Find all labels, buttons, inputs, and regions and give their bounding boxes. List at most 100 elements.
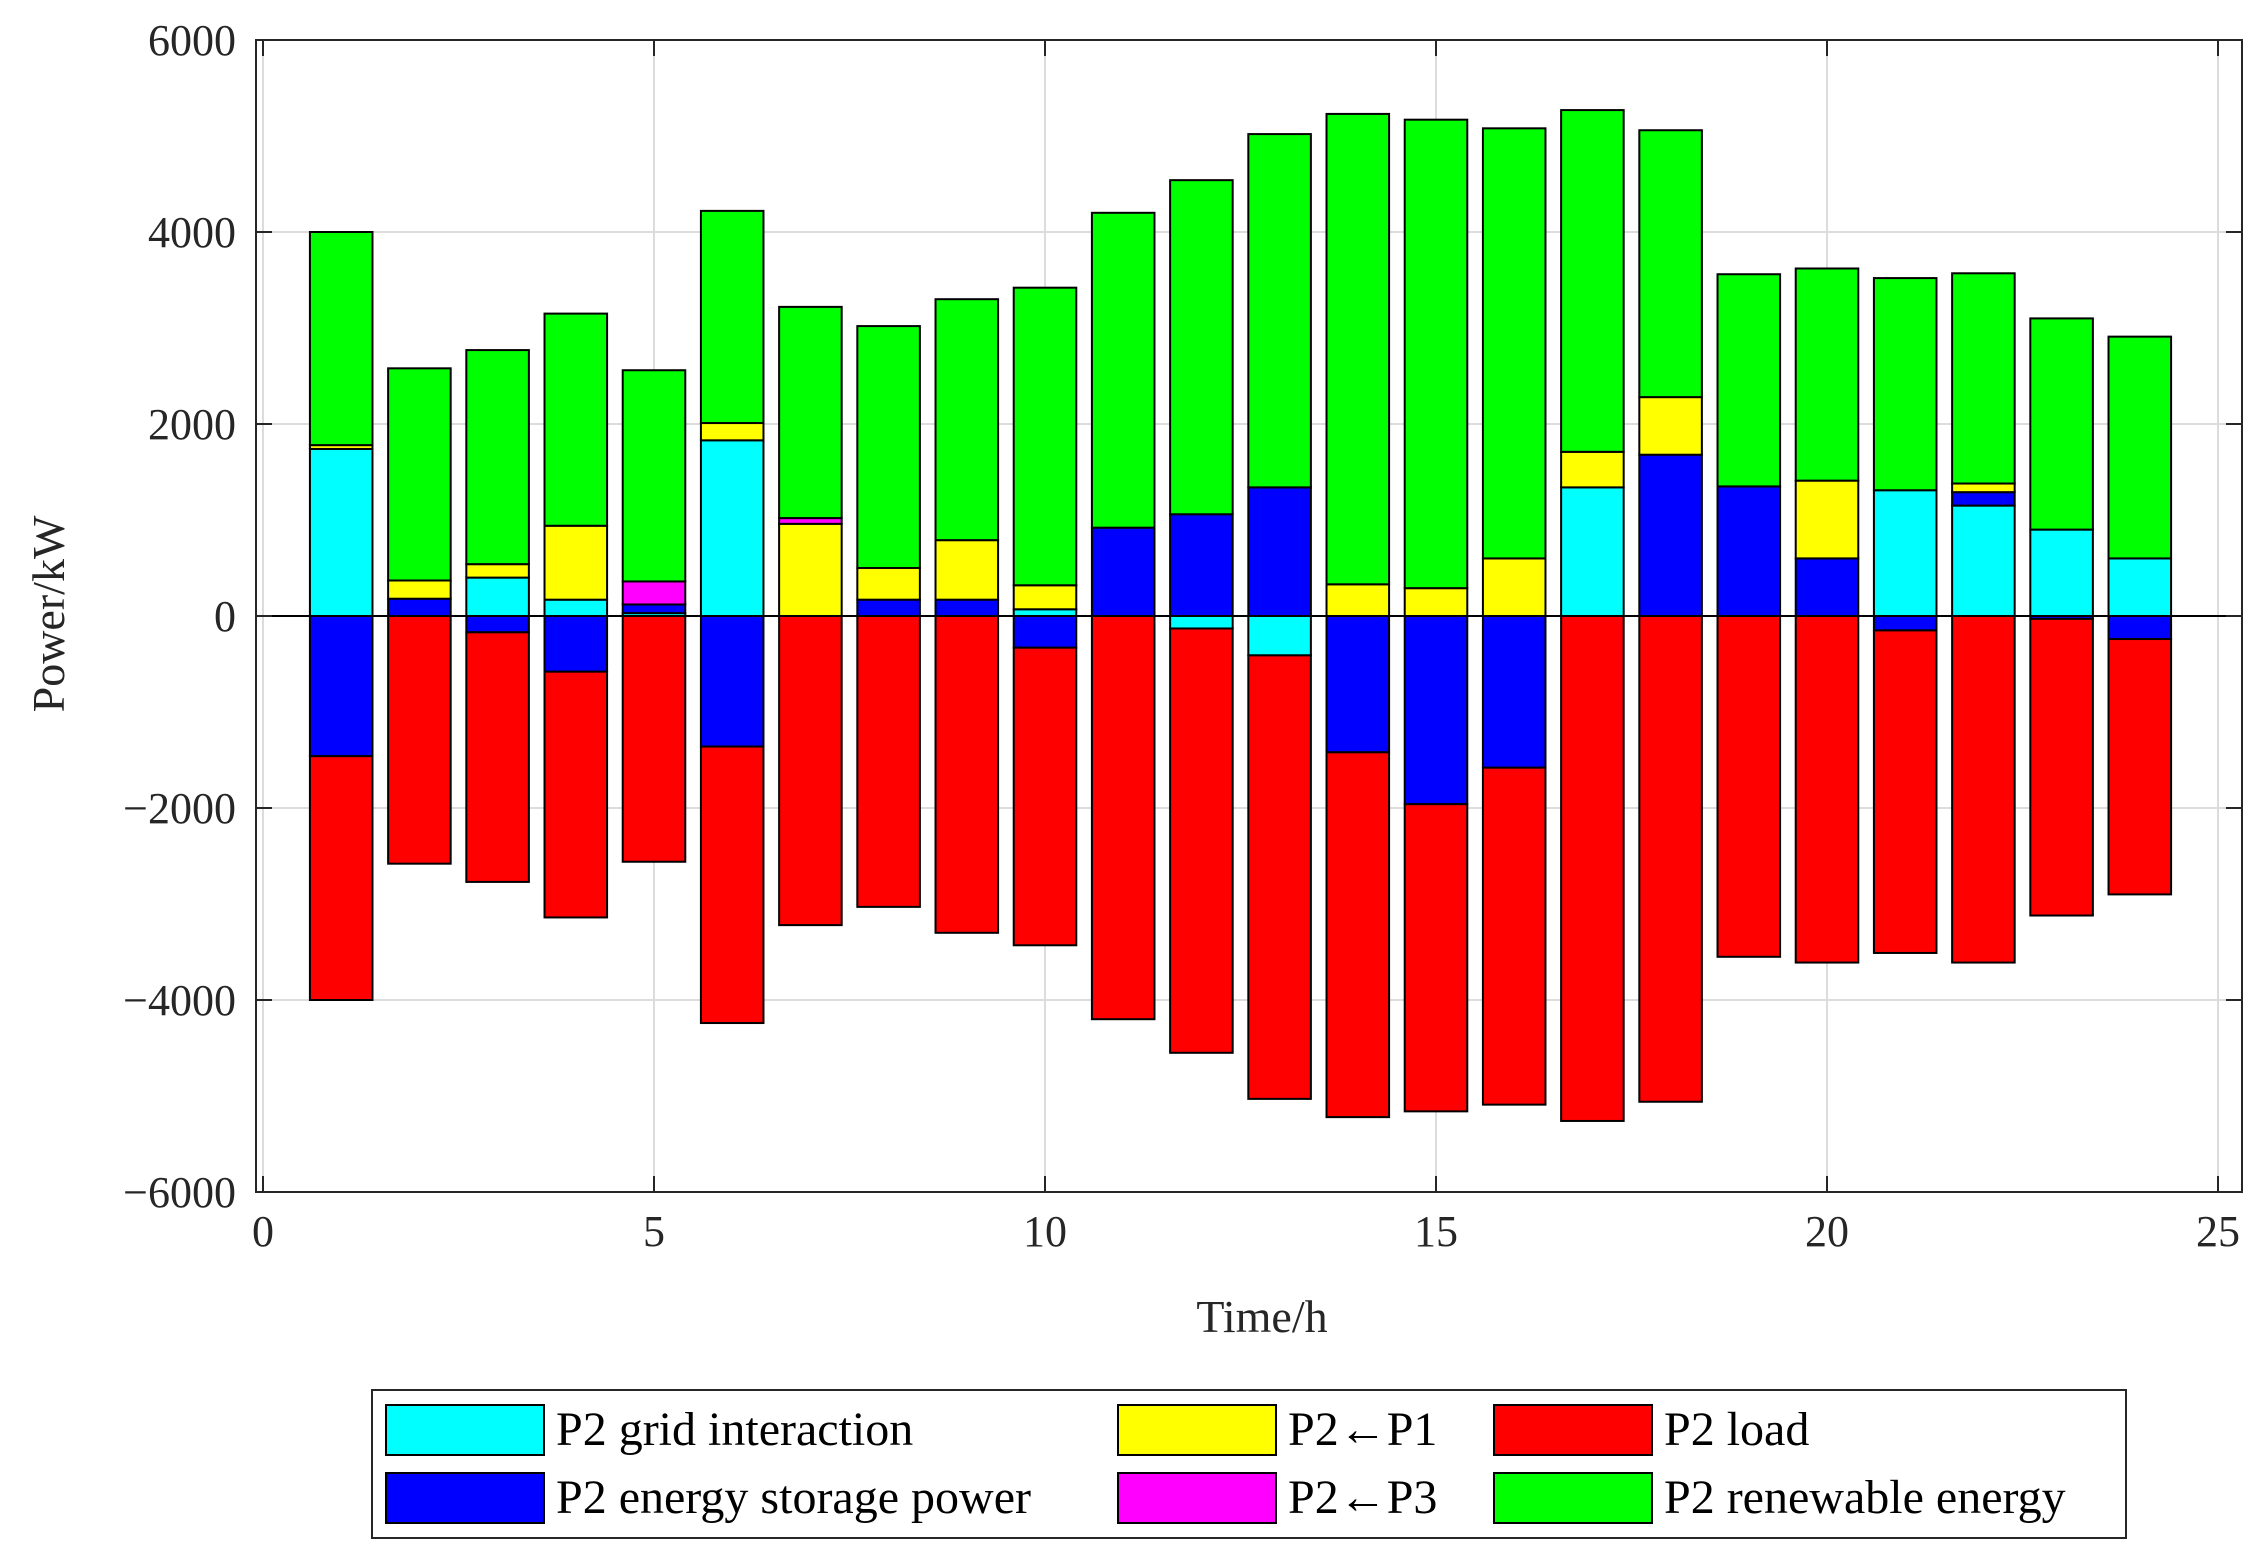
bar-p2-load-8 [856,615,921,908]
bar-p2-p1-22 [1951,482,2016,494]
bar-p2-load-3 [465,631,530,883]
bar-p2-energy-storage-power-13 [1247,486,1312,617]
legend-swatch-p2-grid-interaction [385,1404,545,1456]
bar-p2-p1-9 [934,539,1000,601]
bar-p2-load-11 [1090,615,1156,1021]
bar-p2-p1-20 [1794,479,1860,560]
bar-p2-grid-interaction-17 [1560,486,1625,617]
y-tick-label: −4000 [123,976,236,1025]
y-tick-label: −6000 [123,1168,236,1217]
bar-p2-renewable-energy-19 [1716,273,1782,488]
bar-p2-energy-storage-power-21 [1872,615,1938,632]
bar-p2-grid-interaction-21 [1872,489,1938,617]
legend: P2 grid interaction P2 energy storage pow… [371,1389,2127,1539]
legend-label-p2-load: P2 load [1664,1403,1809,1456]
bar-p2-load-24 [2107,638,2173,896]
bar-p2-renewable-energy-20 [1794,267,1860,482]
bar-p2-p1-6 [699,422,765,442]
bar-p2-renewable-energy-17 [1560,109,1625,453]
bar-p2-renewable-energy-7 [778,305,843,520]
bar-p2-renewable-energy-23 [2029,317,2094,531]
x-tick-label: 15 [1414,1207,1458,1256]
x-tick-labels: 0 5 10 15 20 25 [252,1207,2240,1256]
bar-p2-renewable-energy-8 [856,325,921,569]
x-tick-label: 25 [2196,1207,2240,1256]
bar-p2-renewable-energy-9 [934,298,1000,542]
legend-swatch-p2-p3 [1117,1472,1277,1524]
y-axis-label: Power/kW [23,515,74,712]
legend-swatch-p2-p1 [1117,1404,1277,1456]
bar-p2-load-1 [308,755,374,1001]
bar-p2-grid-interaction-24 [2107,557,2173,618]
y-tick-label: 4000 [148,208,236,257]
bar-p2-p3-5 [621,580,687,606]
bar-p2-energy-storage-power-19 [1716,485,1782,617]
bar-p2-energy-storage-power-5 [621,603,687,615]
bar-p2-load-10 [1012,646,1078,947]
bar-p2-energy-storage-power-20 [1794,557,1860,618]
bar-p2-p1-15 [1403,587,1469,617]
bar-p2-renewable-energy-22 [1951,272,2016,485]
bar-p2-energy-storage-power-9 [934,598,1000,617]
bar-p2-load-5 [621,615,687,863]
bar-p2-renewable-energy-10 [1012,286,1078,587]
bar-p2-p1-8 [856,567,921,601]
bar-p2-energy-storage-power-1 [308,615,374,758]
bar-p2-renewable-energy-12 [1169,179,1234,516]
x-tick-label: 0 [252,1207,274,1256]
bar-p2-energy-storage-power-2 [387,597,452,617]
bar-p2-load-7 [778,615,843,927]
bar-p2-load-6 [699,745,765,1025]
bar-p2-load-4 [543,670,609,919]
bar-p2-grid-interaction-13 [1247,615,1312,657]
bar-p2-load-9 [934,615,1000,934]
y-tick-label: −2000 [123,784,236,833]
bar-p2-p1-4 [543,524,609,601]
bar-p2-load-16 [1481,766,1547,1106]
bar-p2-load-22 [1951,615,2016,964]
bar-p2-p1-16 [1481,557,1547,618]
bar-p2-renewable-energy-6 [699,209,765,425]
bar-p2-renewable-energy-2 [387,367,452,582]
legend-label-p2-energy-storage-power: P2 energy storage power [556,1471,1031,1524]
bar-p2-p1-3 [465,563,530,579]
bar-p2-renewable-energy-18 [1638,129,1703,399]
axes-box [255,39,2243,1193]
bar-p2-grid-interaction-4 [543,598,609,617]
bar-p2-renewable-energy-14 [1325,112,1391,586]
bar-p2-p1-2 [387,579,452,600]
legend-label-p2-renewable-energy: P2 renewable energy [1664,1471,2066,1524]
bar-p2-energy-storage-power-14 [1325,615,1391,754]
legend-swatch-p2-renewable-energy [1493,1472,1653,1524]
bar-p2-energy-storage-power-6 [699,615,765,748]
x-tick-label: 10 [1023,1207,1067,1256]
bar-p2-energy-storage-power-24 [2107,615,2173,641]
bar-p2-renewable-energy-1 [308,231,374,447]
bar-p2-renewable-energy-13 [1247,133,1312,489]
bar-p2-load-14 [1325,751,1391,1119]
bar-p2-grid-interaction-10 [1012,608,1078,618]
legend-swatch-p2-energy-storage-power [385,1472,545,1524]
bar-p2-renewable-energy-3 [465,349,530,566]
bar-p2-renewable-energy-5 [621,369,687,583]
bar-p2-p1-17 [1560,450,1625,489]
x-tick-label: 20 [1805,1207,1849,1256]
bar-p2-load-23 [2029,617,2094,917]
bar-p2-grid-interaction-22 [1951,504,2016,618]
bar-p2-energy-storage-power-3 [465,615,530,634]
bar-p2-energy-storage-power-18 [1638,453,1703,617]
bar-p2-renewable-energy-15 [1403,118,1469,590]
bar-p2-grid-interaction-1 [308,447,374,617]
bar-p2-renewable-energy-16 [1481,127,1547,560]
bar-p2-energy-storage-power-12 [1169,513,1234,617]
bar-p2-p1-18 [1638,396,1703,456]
bar-p2-p1-7 [778,522,843,618]
y-tick-label: 6000 [148,16,236,65]
bar-p2-energy-storage-power-10 [1012,615,1078,649]
legend-label-p2-grid-interaction: P2 grid interaction [556,1403,913,1456]
bar-p2-energy-storage-power-22 [1951,491,2016,507]
bar-p2-renewable-energy-24 [2107,335,2173,560]
bar-p2-renewable-energy-21 [1872,277,1938,492]
bars [308,109,2173,1122]
